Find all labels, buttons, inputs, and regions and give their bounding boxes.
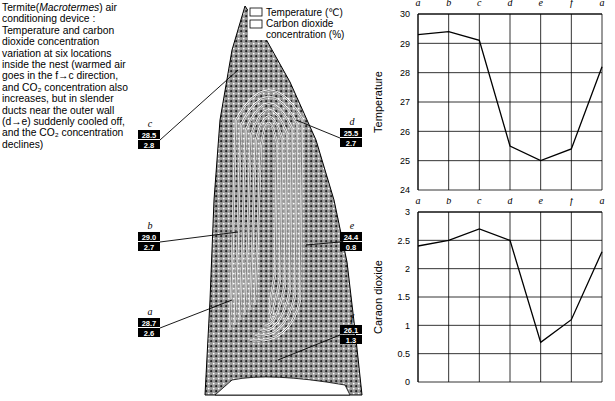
svg-text:c: c (477, 198, 482, 206)
svg-text:a: a (600, 198, 605, 206)
svg-text:28.7: 28.7 (142, 319, 157, 328)
svg-text:24: 24 (400, 185, 410, 195)
svg-text:1.5: 1.5 (397, 292, 410, 302)
svg-text:a: a (600, 0, 605, 8)
svg-text:2.7: 2.7 (144, 243, 154, 252)
svg-text:28: 28 (400, 68, 410, 78)
svg-text:26.1: 26.1 (344, 326, 359, 335)
svg-text:f: f (351, 313, 355, 324)
svg-text:3: 3 (405, 207, 410, 217)
svg-text:1.3: 1.3 (346, 336, 356, 345)
svg-text:a: a (148, 306, 153, 317)
svg-text:d: d (350, 116, 356, 127)
svg-text:e: e (538, 0, 543, 8)
svg-text:d: d (508, 0, 514, 8)
svg-text:24.4: 24.4 (344, 233, 359, 242)
svg-text:c: c (477, 0, 482, 8)
svg-text:26: 26 (400, 127, 410, 137)
svg-text:c: c (148, 118, 153, 129)
svg-text:f: f (570, 198, 574, 206)
svg-text:b: b (446, 0, 451, 8)
html-text:Carbon dioxide concentration (: Carbon dioxide concentration (%) (266, 18, 345, 40)
svg-text:a: a (416, 0, 421, 8)
svg-text:29: 29 (400, 39, 410, 49)
svg-text:1: 1 (405, 321, 410, 331)
svg-text:b: b (148, 220, 153, 231)
svg-text:e: e (538, 198, 543, 206)
svg-text:Temperature: Temperature (372, 71, 384, 133)
svg-text:2.8: 2.8 (144, 141, 154, 150)
svg-text:0: 0 (405, 377, 410, 387)
svg-text:2: 2 (405, 264, 410, 274)
svg-text:e: e (350, 220, 355, 231)
svg-text:28.5: 28.5 (142, 131, 157, 140)
svg-text:2.5: 2.5 (397, 236, 410, 246)
svg-text:Temperature (℃): Temperature (℃) (266, 7, 343, 18)
svg-text:30: 30 (400, 9, 410, 19)
html-text:Termite(Macrotermes) air condi: Termite(Macrotermes) air conditioning de… (2, 2, 128, 150)
svg-text:b: b (446, 198, 451, 206)
svg-text:0.5: 0.5 (397, 349, 410, 359)
svg-text:0.8: 0.8 (346, 243, 356, 252)
svg-text:2.6: 2.6 (144, 329, 154, 338)
svg-text:Caraon dioxide: Caraon dioxide (372, 260, 384, 334)
svg-text:d: d (508, 198, 514, 206)
svg-text:29.0: 29.0 (142, 233, 157, 242)
svg-text:27: 27 (400, 97, 410, 107)
svg-text:f: f (570, 0, 574, 8)
svg-text:a: a (416, 198, 421, 206)
svg-text:25.5: 25.5 (344, 129, 359, 138)
svg-text:25: 25 (400, 156, 410, 166)
svg-text:2.7: 2.7 (346, 139, 356, 148)
